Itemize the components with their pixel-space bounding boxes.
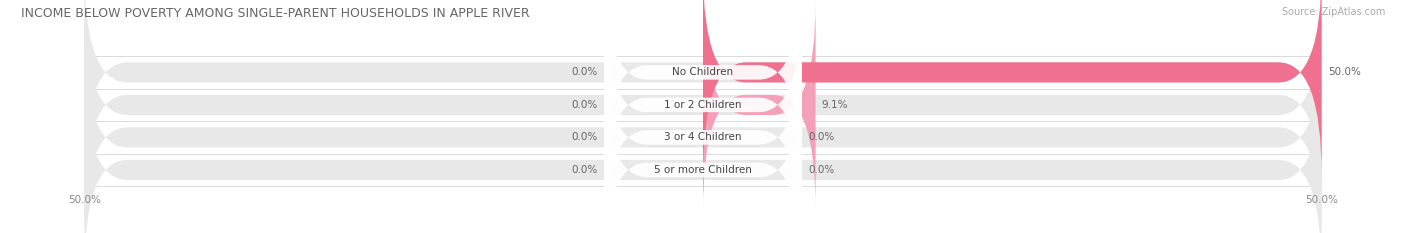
Text: 50.0%: 50.0% bbox=[1327, 67, 1361, 77]
Text: 0.0%: 0.0% bbox=[808, 165, 834, 175]
FancyBboxPatch shape bbox=[84, 0, 1322, 176]
Text: 9.1%: 9.1% bbox=[821, 100, 848, 110]
FancyBboxPatch shape bbox=[605, 0, 801, 211]
FancyBboxPatch shape bbox=[84, 34, 1322, 233]
FancyBboxPatch shape bbox=[605, 63, 801, 233]
FancyBboxPatch shape bbox=[84, 66, 1322, 233]
Text: 0.0%: 0.0% bbox=[572, 132, 598, 142]
Text: INCOME BELOW POVERTY AMONG SINGLE-PARENT HOUSEHOLDS IN APPLE RIVER: INCOME BELOW POVERTY AMONG SINGLE-PARENT… bbox=[21, 7, 530, 20]
Text: 5 or more Children: 5 or more Children bbox=[654, 165, 752, 175]
FancyBboxPatch shape bbox=[605, 31, 801, 233]
Text: Source: ZipAtlas.com: Source: ZipAtlas.com bbox=[1281, 7, 1385, 17]
FancyBboxPatch shape bbox=[703, 1, 815, 209]
Text: 0.0%: 0.0% bbox=[572, 165, 598, 175]
Text: 0.0%: 0.0% bbox=[572, 100, 598, 110]
Text: No Children: No Children bbox=[672, 67, 734, 77]
FancyBboxPatch shape bbox=[605, 0, 801, 179]
Text: 1 or 2 Children: 1 or 2 Children bbox=[664, 100, 742, 110]
Text: 0.0%: 0.0% bbox=[572, 67, 598, 77]
FancyBboxPatch shape bbox=[703, 0, 1322, 176]
Text: 0.0%: 0.0% bbox=[808, 132, 834, 142]
FancyBboxPatch shape bbox=[84, 1, 1322, 209]
Text: 3 or 4 Children: 3 or 4 Children bbox=[664, 132, 742, 142]
